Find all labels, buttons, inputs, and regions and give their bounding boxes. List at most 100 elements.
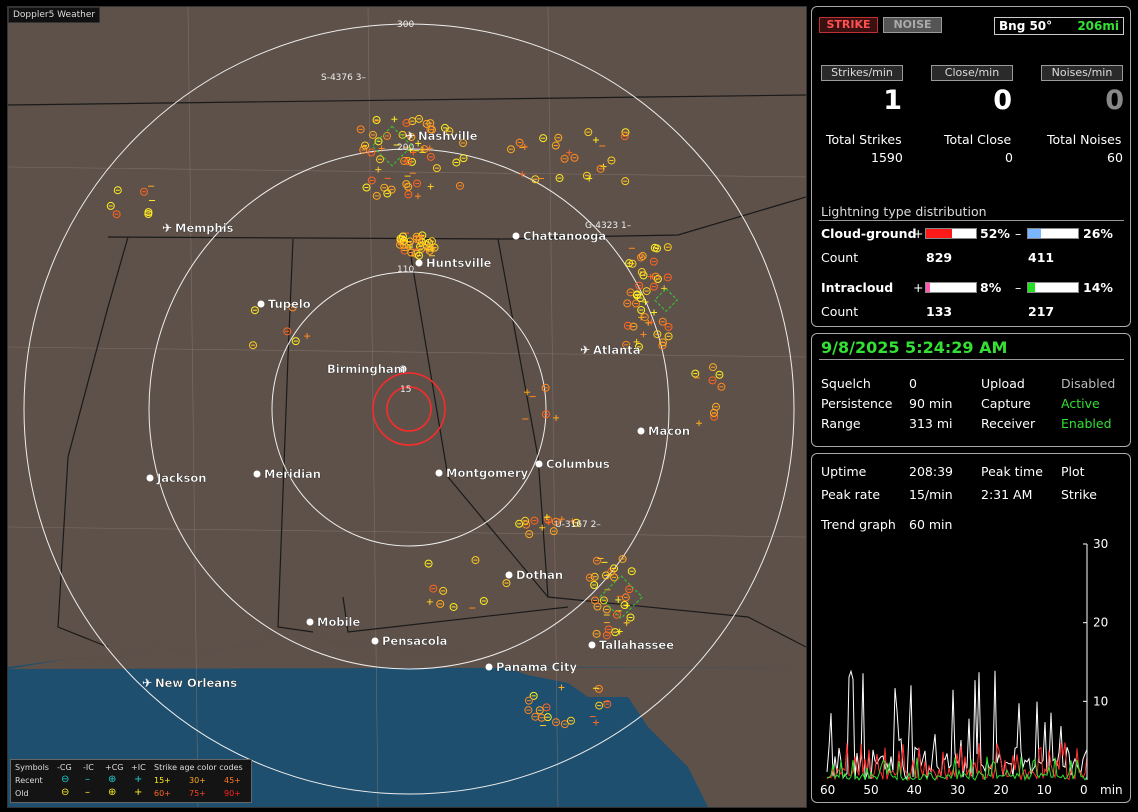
strike-button[interactable]: STRIKE	[819, 17, 878, 33]
city-dot-icon	[505, 571, 513, 579]
airport-icon: ✈	[580, 343, 590, 357]
city-tupelo[interactable]: Tupelo	[257, 297, 311, 311]
legend-recent-label: Recent	[15, 776, 43, 785]
close-per-min-button[interactable]: Close/min	[931, 65, 1013, 81]
trend-x-tick-30: 30	[950, 783, 965, 797]
city-tallahassee[interactable]: Tallahassee	[588, 638, 675, 652]
total-noises-label: Total Noises	[1047, 132, 1122, 147]
receiver-value: Enabled	[1061, 416, 1112, 431]
city-montgomery[interactable]: Montgomery	[435, 466, 529, 480]
legend-old-label: Old	[15, 789, 29, 798]
cloud-ground-label: Cloud-ground	[821, 226, 917, 241]
city-label: Nashville	[418, 129, 478, 143]
legend-age-15: 15+	[154, 776, 171, 785]
distribution-title: Lightning type distribution	[821, 204, 987, 219]
trend-y-tick-20: 20	[1093, 616, 1108, 630]
annotation-s4376: S-4376 3–	[321, 73, 366, 83]
city-dot-icon	[485, 663, 493, 671]
trend-y-tick-30: 30	[1093, 537, 1108, 551]
range-label-200: 200	[397, 143, 414, 153]
legend-recent-pos-ic-icon: +	[134, 774, 143, 785]
city-panama-city[interactable]: Panama City	[485, 660, 578, 674]
strike-stats-panel: STRIKE NOISE Bng 50° 206mi Strikes/min C…	[811, 6, 1131, 327]
inner-range-ring	[386, 386, 432, 432]
legend-type-pos-ic: +IC	[131, 763, 146, 772]
city-label: Dothan	[516, 568, 563, 582]
app-title: Doppler5 Weather	[8, 7, 101, 23]
receiver-label: Receiver	[981, 416, 1036, 431]
status-panel: 9/8/2025 5:24:29 AM Squelch 0 Upload Dis…	[811, 333, 1131, 447]
city-nashville[interactable]: ✈ Nashville	[405, 129, 478, 143]
city-dot-icon	[435, 469, 443, 477]
city-dothan[interactable]: Dothan	[505, 568, 564, 582]
symbol-legend: Symbols -CG -IC +CG +IC Strike age color…	[10, 759, 252, 803]
city-label: Jackson	[156, 471, 206, 485]
noise-button[interactable]: NOISE	[883, 17, 942, 33]
city-label: Meridian	[264, 467, 321, 481]
range-ring-3	[23, 23, 795, 795]
city-jackson[interactable]: Jackson	[146, 471, 207, 485]
city-mobile[interactable]: Mobile	[306, 615, 361, 629]
annotation-u3167: U-3167 2–	[555, 520, 601, 530]
city-memphis[interactable]: ✈ Memphis	[162, 221, 234, 235]
city-label: Birmingham	[327, 362, 406, 376]
city-new-orleans[interactable]: ✈ New Orleans	[142, 676, 237, 690]
range-label-300: 300	[397, 20, 414, 30]
capture-value: Active	[1061, 396, 1100, 411]
city-label: Montgomery	[446, 466, 529, 480]
city-chattanooga[interactable]: Chattanooga	[512, 229, 607, 243]
lightning-map[interactable]: ✈ Nashville ✈ Memphis Chattanooga Huntsville T…	[7, 6, 807, 808]
trend-graph: 30 20 10 60 50 40 30 20 10 0 min	[820, 537, 1123, 797]
city-label: Panama City	[496, 660, 577, 674]
city-birmingham[interactable]: Birmingham	[327, 362, 407, 376]
city-dot-icon	[535, 460, 543, 468]
legend-recent-pos-cg-icon: ⊕	[108, 774, 117, 785]
distance-value: 206mi	[1077, 19, 1119, 33]
cg-neg-count: 411	[1028, 250, 1055, 265]
range-label-15: 15	[400, 385, 411, 395]
airport-icon: ✈	[142, 676, 152, 690]
legend-type-pos-cg: +CG	[105, 763, 124, 772]
range-ring-1	[271, 271, 547, 547]
ic-pos-fill	[926, 283, 930, 292]
upload-value: Disabled	[1061, 376, 1116, 391]
city-columbus[interactable]: Columbus	[535, 457, 610, 471]
legend-old-neg-cg-icon: ⊖	[61, 787, 70, 798]
city-label: Tallahassee	[599, 638, 674, 652]
city-dot-icon	[146, 474, 154, 482]
city-huntsville[interactable]: Huntsville	[415, 256, 492, 270]
city-label: Tupelo	[268, 297, 311, 311]
city-dot-icon	[415, 259, 423, 267]
upload-label: Upload	[981, 376, 1025, 391]
bearing-value: Bng 50°	[999, 19, 1053, 33]
city-macon[interactable]: Macon	[637, 424, 691, 438]
ic-pos-count: 133	[926, 304, 953, 319]
persistence-label: Persistence	[821, 396, 893, 411]
trend-graph-value: 60 min	[909, 517, 953, 532]
plot-value: Strike	[1061, 487, 1097, 502]
total-close-label: Total Close	[944, 132, 1012, 147]
noises-per-min-button[interactable]: Noises/min	[1041, 65, 1123, 81]
city-meridian[interactable]: Meridian	[253, 467, 321, 481]
legend-age-30: 30+	[189, 776, 206, 785]
ic-neg-count: 217	[1028, 304, 1055, 319]
squelch-value: 0	[909, 376, 917, 391]
city-pensacola[interactable]: Pensacola	[371, 634, 448, 648]
city-dot-icon	[371, 637, 379, 645]
annotation-g4323: G-4323 1–	[585, 221, 632, 231]
total-strikes-label: Total Strikes	[826, 132, 902, 147]
persistence-value: 90 min	[909, 396, 953, 411]
cg-pos-sign: +	[913, 226, 924, 241]
strikes-per-min-button[interactable]: Strikes/min	[821, 65, 903, 81]
legend-symbols-label: Symbols	[15, 763, 49, 772]
status-divider	[819, 359, 1124, 360]
city-atlanta[interactable]: ✈ Atlanta	[580, 343, 641, 357]
peak-time-value: 2:31 AM	[981, 487, 1033, 502]
strikes-per-min-value: 1	[883, 85, 902, 116]
trend-x-tick-50: 50	[863, 783, 878, 797]
city-dot-icon	[512, 232, 520, 240]
legend-age-45: 45+	[224, 776, 241, 785]
range-value: 313 mi	[909, 416, 953, 431]
legend-type-neg-ic: -IC	[83, 763, 94, 772]
close-range-ring	[372, 372, 446, 446]
